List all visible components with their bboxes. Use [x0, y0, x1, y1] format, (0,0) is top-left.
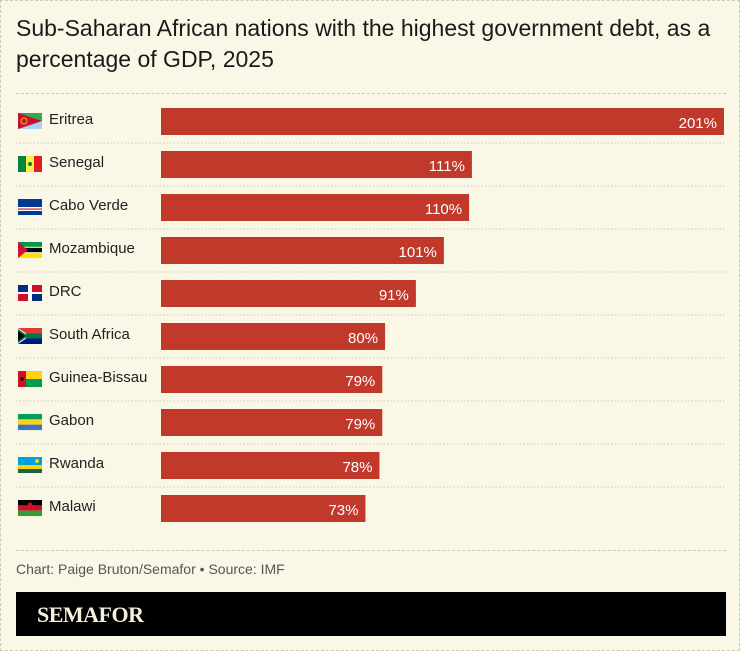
footer-bar: SEMAFOR [16, 592, 726, 636]
table-row: Malawi 73% [16, 486, 726, 522]
semafor-logo: SEMAFOR [37, 602, 144, 627]
drc-flag-icon [18, 285, 42, 301]
flag-star [20, 377, 24, 381]
flag-stripe [18, 414, 42, 420]
flag-star [28, 162, 32, 166]
table-row: Cabo Verde 110% [16, 185, 726, 221]
divider [16, 550, 726, 551]
table-row: Rwanda 78% [16, 443, 726, 479]
flag-canton [18, 285, 28, 292]
flag-stripe [18, 371, 42, 379]
data-label: 110% [425, 201, 462, 218]
data-label: 73% [328, 502, 358, 519]
data-label: 78% [342, 459, 372, 476]
flag-stripe [18, 246, 42, 248]
chart-title: Sub-Saharan African nations with the hig… [16, 15, 711, 72]
table-row: Gabon 79% [16, 400, 726, 436]
flag-stripe [18, 247, 42, 253]
table-row: DRC 91% [16, 271, 726, 307]
flag-stripe [18, 252, 42, 254]
category-label: Cabo Verde [49, 197, 128, 214]
chart-credit: Chart: Paige Bruton/Semafor • Source: IM… [16, 561, 285, 577]
data-label: 111% [429, 158, 465, 175]
bar [161, 194, 470, 221]
bar [161, 409, 383, 436]
flag-triangle [18, 331, 25, 341]
flag-stripe [18, 156, 26, 172]
flag-stripe [18, 328, 42, 336]
data-label: 101% [399, 244, 437, 261]
category-label: South Africa [49, 326, 131, 343]
flag-emblem [20, 117, 28, 125]
rwanda-flag-icon [18, 457, 42, 473]
senegal-flag-icon [18, 156, 42, 172]
bar [161, 237, 444, 264]
guinea-bissau-flag-icon [18, 371, 42, 387]
flag-stripe [26, 333, 42, 339]
category-label: Gabon [49, 412, 94, 429]
flag-stripe [18, 510, 42, 517]
data-label: 201% [679, 115, 717, 132]
flag-sun [35, 459, 39, 463]
flag-stripe [18, 465, 42, 469]
data-label: 79% [345, 416, 375, 433]
flag-stripe [18, 419, 42, 425]
eritrea-flag-icon [18, 113, 42, 129]
flag-triangle [18, 242, 28, 258]
flag-canton [18, 294, 28, 301]
table-row: Eritrea 201% [18, 108, 724, 135]
mozambique-flag-icon [18, 242, 42, 259]
table-row: South Africa 80% [16, 314, 726, 350]
category-label: Malawi [49, 498, 96, 515]
category-label: Guinea-Bissau [49, 369, 147, 386]
flag-stripe [18, 469, 42, 473]
cabo-verde-flag-icon [18, 199, 42, 215]
gabon-flag-icon [18, 414, 42, 431]
bar [161, 280, 416, 307]
south-africa-flag-icon [18, 328, 42, 344]
flag-stripe [18, 242, 42, 248]
flag-stripe [18, 208, 42, 210]
flag-canton [32, 294, 42, 301]
bar [161, 108, 724, 135]
data-label: 79% [345, 373, 375, 390]
divider [16, 93, 726, 94]
category-label: Senegal [49, 154, 104, 171]
bar-chart: Eritrea 201% Senegal 111% Cabo Verde 110% Moza… [16, 108, 726, 522]
flag-stripe [18, 505, 42, 511]
bar [161, 151, 472, 178]
bar [161, 452, 380, 479]
data-label: 91% [379, 287, 409, 304]
table-row: Senegal 111% [16, 142, 726, 178]
category-label: Mozambique [49, 240, 135, 257]
bar [161, 323, 386, 350]
malawi-flag-icon [18, 500, 42, 517]
flag-stripe [18, 424, 42, 431]
flag-stripe [18, 252, 42, 259]
table-row: Guinea-Bissau 79% [16, 357, 726, 393]
flag-canton [32, 285, 42, 292]
table-row: Mozambique 101% [16, 228, 726, 264]
flag-stripe [18, 457, 42, 465]
bar [161, 495, 366, 522]
flag-triangle [18, 113, 42, 129]
bar [161, 366, 383, 393]
data-label: 80% [348, 330, 378, 347]
category-label: DRC [49, 283, 82, 300]
flag-sun [27, 502, 33, 508]
flag-stripe [34, 156, 42, 172]
flag-stripe [18, 336, 42, 344]
category-label: Rwanda [49, 455, 105, 472]
flag-stripe [18, 379, 42, 387]
category-label: Eritrea [49, 111, 94, 128]
